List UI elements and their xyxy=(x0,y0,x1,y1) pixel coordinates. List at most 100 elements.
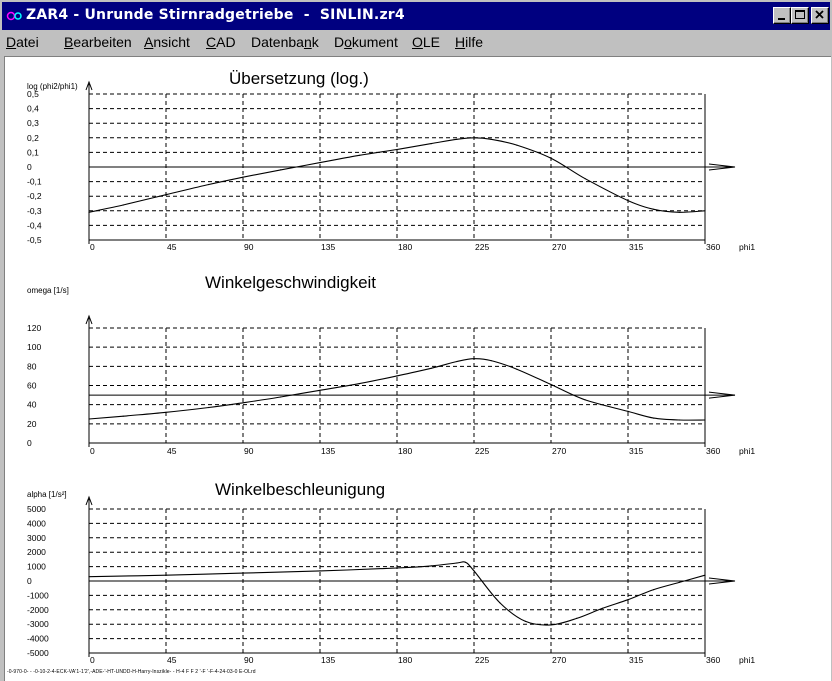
plot-3-xtick: 270 xyxy=(552,655,566,665)
plot-2-ytick: 0 xyxy=(27,438,32,448)
plot-1-ytick: 0,4 xyxy=(27,104,39,114)
plot-1-xtick: 225 xyxy=(475,242,489,252)
plot-3-ytick: 3000 xyxy=(27,533,46,543)
plot-3-ylabel: alpha [1/s²] xyxy=(27,490,67,499)
plot-2-series-line xyxy=(88,358,706,421)
menu-dokument[interactable]: Dokument xyxy=(334,34,398,50)
plot-2-data-point xyxy=(653,417,655,419)
plot-1-xtick: 270 xyxy=(552,242,566,252)
plot-1-title: Übersetzung (log.) xyxy=(229,69,369,88)
menu-hilfe[interactable]: Hilfe xyxy=(455,34,484,50)
plot-3-xtick: 315 xyxy=(629,655,643,665)
menu-bearbeiten[interactable]: Bearbeiten xyxy=(64,34,132,50)
plot-3-ytick: 2000 xyxy=(27,547,46,557)
plot-1-data-point xyxy=(490,138,492,140)
plot-2-xtick: 360 xyxy=(706,446,720,456)
plot-1-ytick: -0,3 xyxy=(27,206,42,216)
plot-1-ytick: -0,2 xyxy=(27,191,42,201)
close-icon xyxy=(815,10,824,19)
plot-3-ytick: -4000 xyxy=(27,634,49,644)
plot-3-data-point xyxy=(165,574,167,576)
plot-3-xtick: 180 xyxy=(398,655,412,665)
plot-2-data-point xyxy=(396,375,398,377)
plot-2-xtick: 0 xyxy=(90,446,95,456)
maximize-button[interactable] xyxy=(791,7,809,24)
plot-1-data-point xyxy=(396,148,398,151)
plot-1-xtick: 0 xyxy=(90,242,95,252)
menu-cad[interactable]: CAD xyxy=(206,34,236,50)
plot-2-data-point xyxy=(516,368,518,370)
plot-2-xtick: 135 xyxy=(321,446,335,456)
menu-datenbank[interactable]: Datenbank xyxy=(251,34,319,50)
plot-3-xtick: 90 xyxy=(244,655,254,665)
plot-3-data-point xyxy=(499,602,501,604)
plot-1-data-point xyxy=(88,211,90,213)
plot-3-data-point xyxy=(242,572,244,574)
plot-3-ytick: -1000 xyxy=(27,590,49,600)
plot-1-ytick: 0,2 xyxy=(27,133,39,143)
plot-1-data-point xyxy=(456,138,458,140)
plot-2-data-point xyxy=(358,383,360,385)
menu-bar: Datei Bearbeiten Ansicht CAD Datenbank D… xyxy=(2,31,830,53)
menu-ansicht[interactable]: Ansicht xyxy=(144,34,190,50)
plot-3-ytick: 0 xyxy=(27,576,32,586)
plot-2-data-point xyxy=(704,419,706,421)
minimize-button[interactable] xyxy=(773,7,791,24)
plot-2-data-point xyxy=(165,411,167,413)
plot-2-title: Winkelgeschwindigkeit xyxy=(205,273,376,292)
plot-1-data-point xyxy=(473,137,475,139)
menu-datei[interactable]: Datei xyxy=(6,34,39,50)
plot-2-data-point xyxy=(550,383,552,386)
plot-2-xtick: 45 xyxy=(167,446,177,456)
plot-3-ytick: 1000 xyxy=(27,562,46,572)
plot-3-data-point xyxy=(524,620,526,622)
plot-1-data-point xyxy=(208,183,210,186)
plot-1-xtick: 45 xyxy=(167,242,177,252)
plot-1-data-point xyxy=(430,143,432,145)
plot-3-ytick: -5000 xyxy=(27,648,49,658)
minimize-icon xyxy=(778,18,785,20)
plot-1-x-arrow xyxy=(708,163,736,171)
plot-3-xtick: 45 xyxy=(167,655,177,665)
menu-ole[interactable]: OLE xyxy=(412,34,441,50)
plot-2-xtick: 180 xyxy=(398,446,412,456)
plot-2-ytick: 20 xyxy=(27,419,37,429)
plot-3-ytick: 5000 xyxy=(27,504,46,514)
plot-1-data-point xyxy=(122,204,124,206)
plot-3-xtick: 360 xyxy=(706,655,720,665)
plot-2-data-point xyxy=(88,418,90,420)
plot-2-data-point xyxy=(473,358,475,360)
plot-3-data-point xyxy=(704,574,706,576)
plot-3-data-point xyxy=(627,599,629,601)
plot-1-xtick: 315 xyxy=(629,242,643,252)
plot-2-ytick: 40 xyxy=(27,400,37,410)
plot-1-data-point xyxy=(165,194,167,196)
document-view[interactable]: Übersetzung (log.) log (phi2/phi1) 0,5 0,4 0… xyxy=(4,56,831,681)
plot-1-ylabel: log (phi2/phi1) xyxy=(27,82,78,91)
plot-1-data-point xyxy=(280,169,282,171)
title-bar[interactable]: ZAR4 - Unrunde Stirnradgetriebe - SINLIN… xyxy=(2,2,830,30)
plot-2-ytick: 100 xyxy=(27,342,41,352)
app-icon[interactable] xyxy=(6,8,24,24)
plot-1-xtick: 180 xyxy=(398,242,412,252)
plot-1-data-point xyxy=(319,162,321,164)
plot-3-data-point xyxy=(473,570,475,572)
plot-2-data-point xyxy=(242,402,244,404)
plot-1-ytick: -0,5 xyxy=(27,235,42,245)
plot-1-data-point xyxy=(550,157,552,159)
window-title: ZAR4 - Unrunde Stirnradgetriebe - SINLIN… xyxy=(26,7,405,23)
plot-3-data-point xyxy=(678,581,680,584)
plot-2-data-point xyxy=(280,396,282,398)
plot-1-ytick: 0,1 xyxy=(27,147,39,157)
plot-3-ytick: -3000 xyxy=(27,619,49,629)
plot-3-xtick: 0 xyxy=(90,655,95,665)
plot-2-xtick: 315 xyxy=(629,446,643,456)
plot-3-data-point xyxy=(430,565,432,567)
plot-1-ytick: -0,1 xyxy=(27,177,42,187)
plot-1-data-point xyxy=(584,178,586,180)
close-button[interactable] xyxy=(811,7,829,24)
plot-3-data-point xyxy=(653,589,655,591)
plot-2-ylabel: omega [1/s] xyxy=(27,286,69,295)
plot-1-ytick: -0,4 xyxy=(27,220,42,230)
